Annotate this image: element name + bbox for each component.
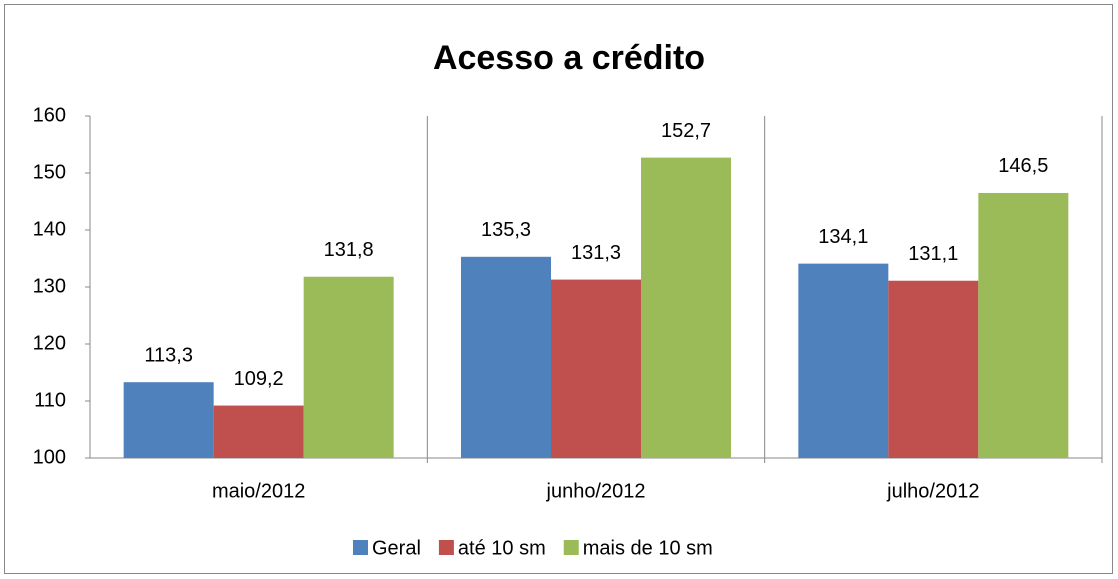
value-label: 113,3 <box>144 344 193 366</box>
bar <box>303 276 394 458</box>
y-tick-label: 110 <box>34 389 66 411</box>
y-tick-label: 150 <box>33 161 66 183</box>
legend-label: Geral <box>372 537 421 559</box>
value-label: 131,3 <box>571 242 621 264</box>
y-tick-label: 140 <box>33 218 66 240</box>
bar <box>461 256 551 458</box>
value-label: 152,7 <box>661 120 711 142</box>
bar <box>888 280 979 458</box>
legend-swatch <box>563 540 579 555</box>
value-label: 134,1 <box>818 226 868 248</box>
bar <box>798 263 889 458</box>
x-tick-label: junho/2012 <box>546 480 646 502</box>
y-tick-label: 160 <box>33 104 66 126</box>
x-tick-label: julho/2012 <box>886 480 979 502</box>
legend-label: mais de 10 sm <box>583 537 713 559</box>
bar <box>213 405 304 458</box>
bar <box>123 382 214 458</box>
value-label: 146,5 <box>998 155 1048 177</box>
legend-swatch <box>353 540 368 555</box>
legend-swatch <box>438 540 454 555</box>
value-label: 131,8 <box>324 239 374 261</box>
y-tick-label: 100 <box>33 446 66 468</box>
legend-label: até 10 sm <box>458 537 546 559</box>
value-label: 135,3 <box>481 219 531 241</box>
y-tick-label: 130 <box>33 275 66 297</box>
value-label: 109,2 <box>234 368 284 390</box>
value-label: 131,1 <box>908 243 958 265</box>
x-tick-label: maio/2012 <box>212 480 305 502</box>
chart-title: Acesso a crédito <box>433 39 705 77</box>
bar <box>978 192 1069 458</box>
bar <box>641 157 731 459</box>
y-tick-label: 120 <box>33 332 66 354</box>
bar <box>551 279 641 458</box>
